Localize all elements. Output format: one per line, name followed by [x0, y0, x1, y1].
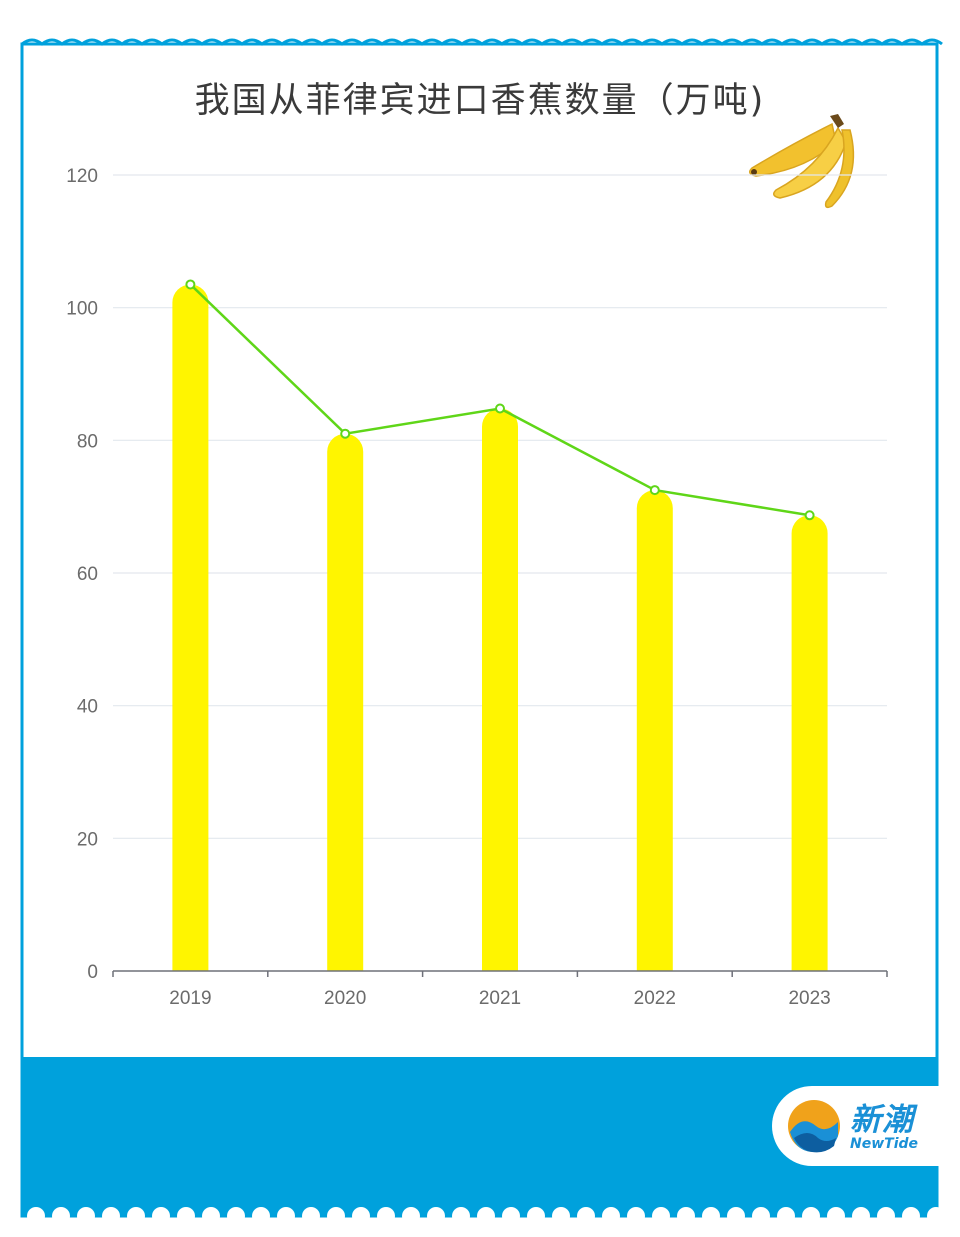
scallop-dot — [902, 1207, 920, 1225]
scallop-dot — [302, 1207, 320, 1225]
y-tick-label: 0 — [87, 962, 98, 983]
y-tick-label: 20 — [77, 829, 98, 850]
scallop-dot — [427, 1207, 445, 1225]
scallop-dot — [552, 1207, 570, 1225]
scallop-dot — [577, 1207, 595, 1225]
scallop-dot — [127, 1207, 145, 1225]
scallop-dot — [77, 1207, 95, 1225]
line-point-2022 — [649, 485, 660, 496]
line-point-2021 — [495, 403, 505, 414]
scallop-dot — [202, 1207, 220, 1225]
scallop-dot — [27, 1207, 45, 1225]
scallop-dot — [727, 1207, 745, 1225]
scallop-dot — [402, 1207, 420, 1225]
scallop-dot — [702, 1207, 720, 1225]
trend-line — [185, 279, 815, 521]
scallop-dot — [352, 1207, 370, 1225]
scallop-dot — [177, 1207, 195, 1225]
scallop-dot — [252, 1207, 270, 1225]
scallop-dot — [877, 1207, 895, 1225]
logo-text-en: NewTide — [850, 1136, 919, 1152]
scallop-dot — [802, 1207, 820, 1225]
scallop-dot — [652, 1207, 670, 1225]
line-point-2019 — [185, 279, 196, 290]
scallop-dot — [152, 1207, 170, 1225]
bottom-scallop-border — [27, 1207, 945, 1225]
line-point-2023 — [804, 510, 815, 521]
scallop-dot — [277, 1207, 295, 1225]
bar-2022 — [636, 490, 673, 971]
x-tick-label: 2020 — [324, 988, 366, 1009]
top-scallop-border — [21, 38, 943, 46]
scallop-dot — [777, 1207, 795, 1225]
scallop-dot — [327, 1207, 345, 1225]
scallop-dot — [502, 1207, 520, 1225]
newtide-logo: 新潮 NewTide — [772, 1086, 944, 1166]
axes: 0 20 40 60 80 100 120 2019 2020 2021 2022 2023 — [66, 166, 888, 1009]
scallop-dot — [627, 1207, 645, 1225]
x-tick-label: 2022 — [634, 988, 676, 1009]
bar-2020 — [327, 433, 364, 971]
x-tick-label: 2023 — [788, 988, 830, 1009]
scallop-dot — [852, 1207, 870, 1225]
scallop-dot — [452, 1207, 470, 1225]
scallop-dot — [52, 1207, 70, 1225]
scallop-dot — [827, 1207, 845, 1225]
bar-2023 — [791, 515, 828, 971]
y-tick-label: 40 — [77, 697, 98, 718]
scallop-dot — [602, 1207, 620, 1225]
scallop-dot — [377, 1207, 395, 1225]
line-point-2020 — [340, 428, 351, 439]
y-tick-label: 60 — [77, 564, 98, 585]
y-tick-label: 80 — [77, 431, 98, 452]
logo-text-cn: 新潮 — [850, 1102, 914, 1138]
banana-icon — [749, 114, 855, 209]
wave-logo-icon — [788, 1100, 840, 1153]
y-tick-label: 120 — [66, 166, 98, 187]
scallop-dot — [102, 1207, 120, 1225]
x-tick-label: 2019 — [169, 988, 211, 1009]
scallop-dot — [927, 1207, 945, 1225]
scallop-dot — [752, 1207, 770, 1225]
bars — [172, 284, 828, 971]
scallop-dot — [677, 1207, 695, 1225]
bar-2021 — [482, 408, 518, 971]
scallop-dot — [227, 1207, 245, 1225]
chart-title: 我国从菲律宾进口香蕉数量（万吨) — [194, 81, 766, 121]
scallop-dot — [477, 1207, 495, 1225]
scallop-dot — [527, 1207, 545, 1225]
x-tick-label: 2021 — [479, 988, 521, 1009]
y-tick-label: 100 — [66, 299, 98, 320]
bar-2019 — [172, 284, 209, 971]
